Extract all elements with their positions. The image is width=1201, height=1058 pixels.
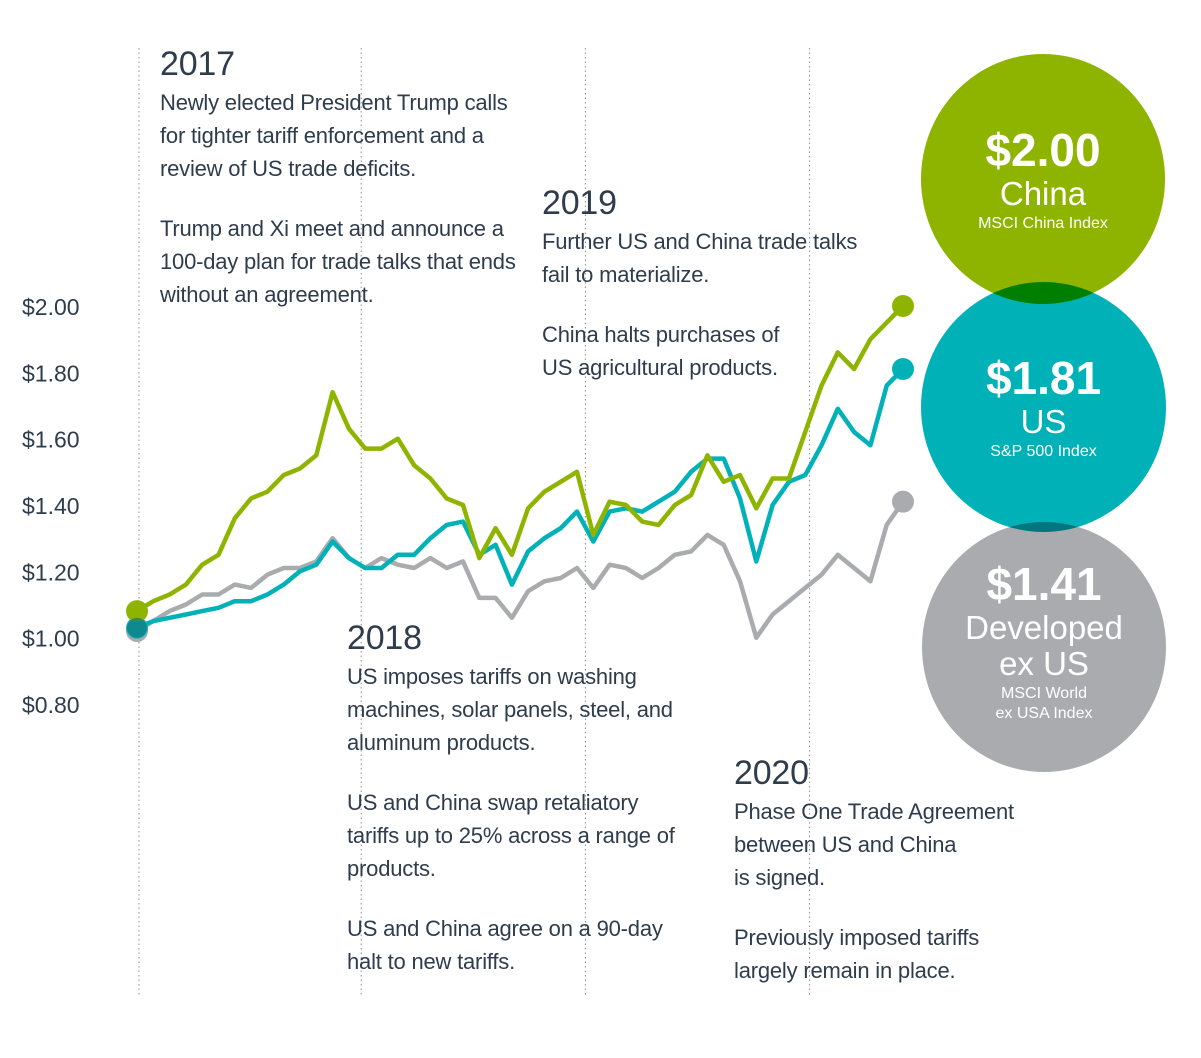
annotation-paragraph: Phase One Trade Agreement between US and … xyxy=(734,795,1014,894)
end-point-developed-ex-us xyxy=(892,490,914,513)
y-tick-label: $1.40 xyxy=(22,493,80,519)
annotation-line: US agricultural products. xyxy=(542,355,778,380)
y-tick-label: $1.60 xyxy=(22,427,80,453)
annotation-line: for tighter tariff enforcement and a xyxy=(160,123,484,148)
annotation-paragraph: Previously imposed tariffs largely remain… xyxy=(734,921,1014,987)
start-point-overlap xyxy=(127,617,147,638)
bubble-index-name: MSCI World xyxy=(1001,685,1087,702)
annotation-paragraph: Further US and China trade talks fail to … xyxy=(542,225,857,291)
annotation-line: Further US and China trade talks xyxy=(542,229,858,254)
period-dividers xyxy=(138,48,811,995)
annotation-year: 2020 xyxy=(734,754,809,792)
y-tick-label: $2.00 xyxy=(22,294,80,320)
bubble-china: $2.00 China MSCI China Index xyxy=(921,54,1165,304)
annotation-line: products. xyxy=(347,856,436,881)
end-point-china xyxy=(892,295,914,317)
annotation-year: 2019 xyxy=(542,184,617,222)
annotation-line: Previously imposed tariffs xyxy=(734,925,980,950)
bubble-name: US xyxy=(1020,403,1067,440)
annotation-paragraph: Newly elected President Trump calls for t… xyxy=(160,86,516,185)
annotation-line: tariffs up to 25% across a range of xyxy=(347,823,675,848)
y-tick-label: $1.20 xyxy=(22,559,80,585)
annotation-line: US and China agree on a 90-day xyxy=(347,916,663,941)
annotation-year: 2018 xyxy=(347,619,422,657)
annotation-line: US and China swap retaliatory xyxy=(347,790,639,815)
bubble-name: ex US xyxy=(999,645,1089,682)
series-line-us xyxy=(134,366,906,630)
series-line-developed-ex-us xyxy=(134,499,906,640)
y-axis: $2.00 $1.80 $1.60 $1.40 $1.20 $1.00 $0.80 xyxy=(22,294,80,718)
bubble-name: Developed xyxy=(965,609,1123,646)
annotation-line: halt to new tariffs. xyxy=(347,949,516,974)
bubble-index-name: ex USA Index xyxy=(995,705,1093,722)
annotation-line: is signed. xyxy=(734,865,825,890)
y-tick-label: $1.00 xyxy=(22,626,80,652)
series-endpoints xyxy=(126,295,914,643)
bubble-index-name: MSCI China Index xyxy=(978,215,1108,232)
annotation-line: US imposes tariffs on washing xyxy=(347,664,637,689)
annotation-line: Trump and Xi meet and announce a xyxy=(160,216,504,241)
end-point-us xyxy=(892,358,914,381)
annotation-line: 100-day plan for trade talks that ends xyxy=(160,249,516,274)
y-tick-label: $0.80 xyxy=(22,692,80,718)
annotation-line: fail to materialize. xyxy=(542,262,710,287)
annotation-line: review of US trade deficits. xyxy=(160,156,417,181)
annotation-line: between US and China xyxy=(734,832,957,857)
start-point-china xyxy=(126,600,148,623)
annotation-year: 2017 xyxy=(160,45,235,83)
annotation-paragraph: China halts purchases of US agricultural … xyxy=(542,318,857,384)
annotation-2019: 2019 Further US and China trade talks fail… xyxy=(542,183,857,384)
series-lines xyxy=(134,303,906,640)
bubble-value: $1.81 xyxy=(985,352,1102,404)
annotation-line: China halts purchases of xyxy=(542,322,780,347)
bubble-developed-ex-us: $1.41 Developed ex US MSCI World ex USA Inde… xyxy=(922,522,1166,772)
annotation-line: machines, solar panels, steel, and xyxy=(347,697,673,722)
bubble-name: China xyxy=(999,175,1087,212)
annotation-paragraph: US and China agree on a 90-day halt to ne… xyxy=(347,912,675,978)
annotation-paragraph: Trump and Xi meet and announce a 100-day … xyxy=(160,212,516,311)
annotation-line: Newly elected President Trump calls xyxy=(160,90,508,115)
bubble-value: $1.41 xyxy=(986,558,1102,610)
bubble-index-name: S&P 500 Index xyxy=(990,443,1097,460)
y-tick-label: $1.80 xyxy=(22,360,80,386)
annotation-line: Phase One Trade Agreement xyxy=(734,799,1014,824)
annotation-line: largely remain in place. xyxy=(734,958,956,983)
annotation-paragraph: US and China swap retaliatory tariffs up … xyxy=(347,786,675,885)
series-line-china xyxy=(134,303,906,614)
bubble-value: $2.00 xyxy=(985,124,1101,176)
bubble-us: $1.81 US S&P 500 Index xyxy=(921,282,1166,532)
annotation-2018: 2018 US imposes tariffs on washing machine… xyxy=(347,618,675,978)
annotation-line: aluminum products. xyxy=(347,730,536,755)
annotation-paragraph: US imposes tariffs on washing machines, s… xyxy=(347,660,675,759)
annotation-line: without an agreement. xyxy=(160,282,374,307)
annotation-2017: 2017 Newly elected President Trump calls f… xyxy=(160,44,516,311)
annotation-2020: 2020 Phase One Trade Agreement between US … xyxy=(734,753,1014,987)
